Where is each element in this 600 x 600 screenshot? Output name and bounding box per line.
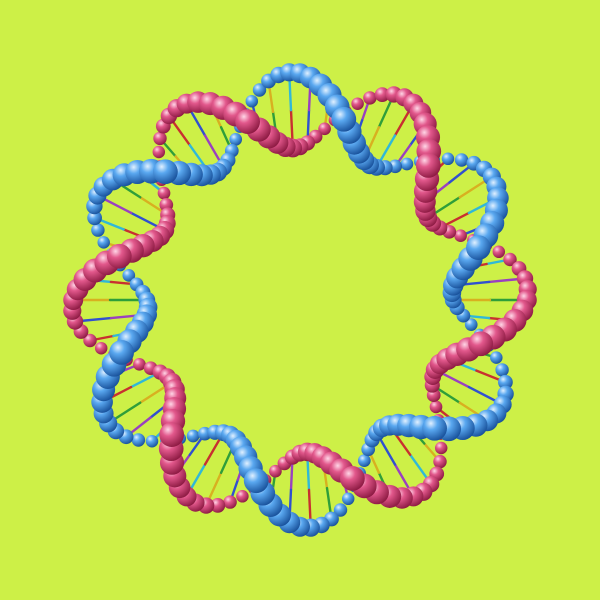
strand-a-bead [351, 97, 364, 110]
strand-a-bead [363, 91, 377, 105]
strand-b-bead [454, 153, 469, 167]
strand-a-bead [210, 498, 226, 513]
strand-a-bead [235, 109, 260, 134]
strand-b-bead [466, 235, 491, 260]
helix-beads [63, 63, 537, 537]
strand-b-bead [145, 434, 159, 448]
strand-b-bead [252, 83, 267, 97]
strand-a-bead [454, 229, 467, 243]
strand-a-bead [83, 333, 97, 348]
strand-a-bead [153, 131, 167, 146]
strand-b-bead [331, 106, 357, 132]
strand-b-bead [87, 210, 102, 226]
strand-b-bead [490, 351, 503, 364]
strand-b-bead [122, 269, 136, 282]
strand-a-bead [159, 422, 185, 447]
strand-b-bead [186, 429, 200, 443]
strand-b-bead [495, 363, 509, 377]
strand-a-bead [318, 122, 331, 136]
strand-a-bead [94, 341, 108, 355]
strand-b-bead [422, 415, 447, 441]
strand-b-bead [245, 94, 259, 108]
strand-a-bead [106, 243, 132, 269]
strand-b-bead [131, 433, 146, 447]
strand-b-bead [243, 468, 269, 494]
strand-a-bead [269, 464, 282, 478]
strand-b-bead [153, 159, 178, 185]
strand-a-bead [492, 245, 506, 259]
strand-b-bead [91, 223, 105, 237]
strand-b-bead [341, 492, 355, 506]
strand-b-bead [464, 318, 478, 331]
strand-b-bead [109, 340, 134, 365]
strand-a-bead [468, 331, 494, 357]
strand-a-bead [433, 454, 447, 469]
strand-a-bead [429, 400, 443, 414]
strand-a-bead [223, 495, 237, 509]
strand-a-bead [152, 145, 166, 159]
strand-b-bead [229, 133, 243, 146]
strand-a-bead [157, 186, 171, 200]
strand-a-bead [503, 252, 517, 267]
strand-b-bead [333, 503, 348, 517]
strand-a-bead [374, 87, 390, 102]
strand-a-bead [415, 153, 441, 178]
strand-a-bead [236, 490, 249, 503]
strand-b-bead [97, 236, 110, 249]
strand-b-bead [400, 157, 414, 171]
strand-b-bead [498, 374, 513, 390]
strand-a-bead [133, 357, 146, 371]
strand-b-bead [357, 454, 371, 467]
strand-a-bead [434, 441, 448, 455]
strand-a-bead [340, 466, 365, 491]
strand-b-bead [441, 152, 455, 166]
